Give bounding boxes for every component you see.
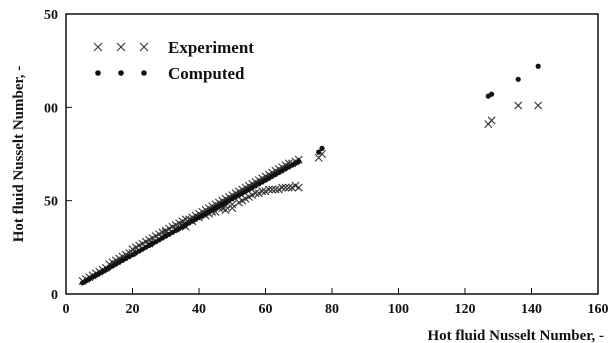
experiment-point <box>278 183 287 192</box>
data-marks <box>78 63 543 286</box>
experiment-point <box>534 101 543 110</box>
experiment-point <box>514 101 523 110</box>
legend: Experiment Computed <box>93 38 254 83</box>
plot-frame <box>65 13 599 295</box>
y-tick-label: 50 <box>44 8 58 23</box>
experiment-point <box>268 185 277 194</box>
y-axis-ticks: 0 50 00 50 <box>44 8 72 303</box>
y-tick-label: 0 <box>51 288 58 303</box>
x-tick-label: 160 <box>588 302 609 317</box>
x-axis-ticks: 0 20 40 60 80 100 120 140 160 <box>63 288 609 317</box>
x-tick-label: 60 <box>259 302 273 317</box>
experiment-point <box>258 187 267 196</box>
experiment-point <box>271 185 280 194</box>
computed-point <box>535 63 541 69</box>
experiment-point <box>281 183 290 192</box>
legend-marker-experiment <box>93 42 103 52</box>
x-tick-label: 140 <box>521 302 542 317</box>
x-tick-label: 120 <box>455 302 476 317</box>
experiment-point <box>228 204 237 213</box>
x-tick-label: 0 <box>63 302 70 317</box>
experiment-point <box>284 183 293 192</box>
legend-marker-experiment <box>139 42 149 52</box>
y-axis-title: Hot fluid Nusselt Number, - <box>11 66 27 243</box>
y-tick-label: 00 <box>44 101 58 116</box>
legend-item-experiment <box>93 42 149 52</box>
legend-item-computed <box>95 70 147 76</box>
experiment-point <box>487 116 496 125</box>
x-tick-label: 80 <box>325 302 339 317</box>
computed-point <box>319 145 325 151</box>
x-axis-title: Hot fluid Nusselt Number, - <box>427 328 604 343</box>
x-tick-label: 100 <box>388 302 409 317</box>
computed-point <box>515 76 521 82</box>
computed-point <box>296 158 302 165</box>
experiment-point <box>294 183 303 192</box>
legend-marker-computed <box>118 70 124 76</box>
experiment-point <box>264 185 273 194</box>
x-tick-label: 40 <box>192 302 206 317</box>
x-tick-label: 20 <box>126 302 140 317</box>
legend-label-computed: Computed <box>168 64 245 83</box>
legend-marker-computed <box>141 70 147 76</box>
computed-point <box>316 149 322 155</box>
legend-label-experiment: Experiment <box>168 38 254 57</box>
legend-marker-computed <box>95 70 101 76</box>
computed-point <box>489 91 495 97</box>
legend-marker-experiment <box>116 42 126 52</box>
experiment-point <box>251 189 260 198</box>
y-tick-label: 50 <box>44 195 58 210</box>
